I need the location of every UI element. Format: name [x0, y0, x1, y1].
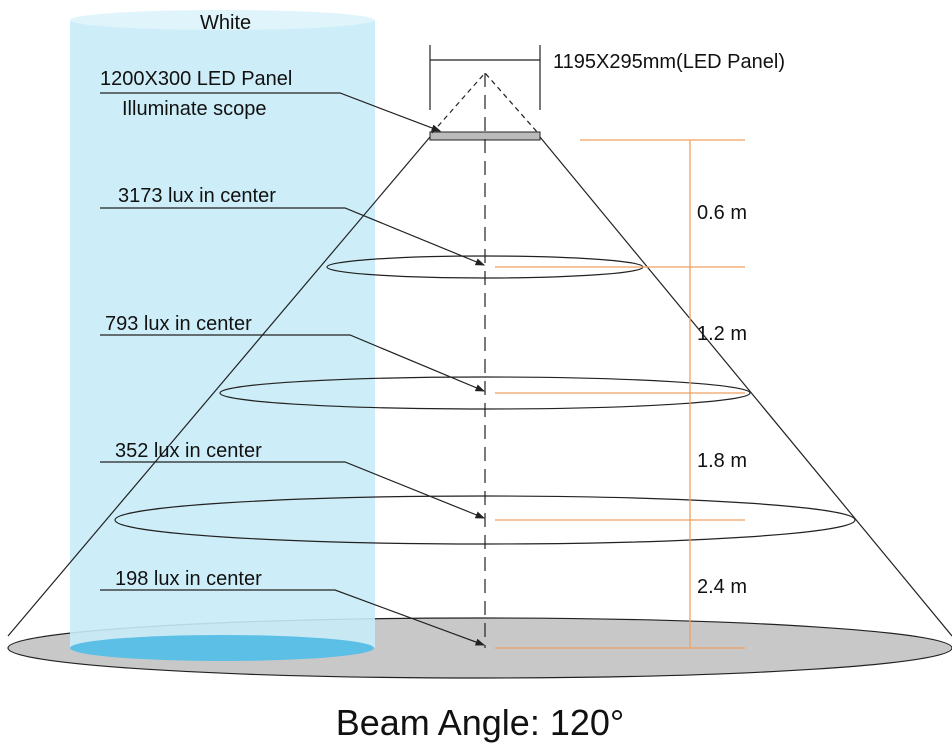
- lux-label: 352 lux in center: [115, 440, 262, 462]
- led-panel: [429, 131, 541, 141]
- footer: Beam Angle: 120°: [336, 702, 625, 743]
- scope-label: Illuminate scope: [122, 98, 267, 120]
- cone-edge: [7, 136, 431, 637]
- leader: [100, 92, 442, 132]
- dimension-label: 1195X295mm(LED Panel): [553, 51, 785, 73]
- distance-label: 1.8 m: [697, 450, 747, 472]
- lux-label: 198 lux in center: [115, 568, 262, 590]
- cylinder-bottom: [70, 635, 374, 661]
- leader: [100, 589, 486, 646]
- leader: [100, 334, 486, 392]
- leader: [100, 207, 486, 266]
- distance-label: 2.4 m: [697, 576, 747, 598]
- leader: [100, 461, 486, 519]
- lux-label: 3173 lux in center: [118, 185, 276, 207]
- distance-label: 0.6 m: [697, 202, 747, 224]
- cylinder: [70, 20, 375, 648]
- cone-edge: [539, 136, 952, 637]
- cylinder-label: White: [200, 12, 251, 34]
- lux-label: 793 lux in center: [105, 313, 252, 335]
- distance-label: 1.2 m: [697, 323, 747, 345]
- cylinder-top: [70, 10, 374, 30]
- panel-label: 1200X300 LED Panel: [100, 68, 292, 90]
